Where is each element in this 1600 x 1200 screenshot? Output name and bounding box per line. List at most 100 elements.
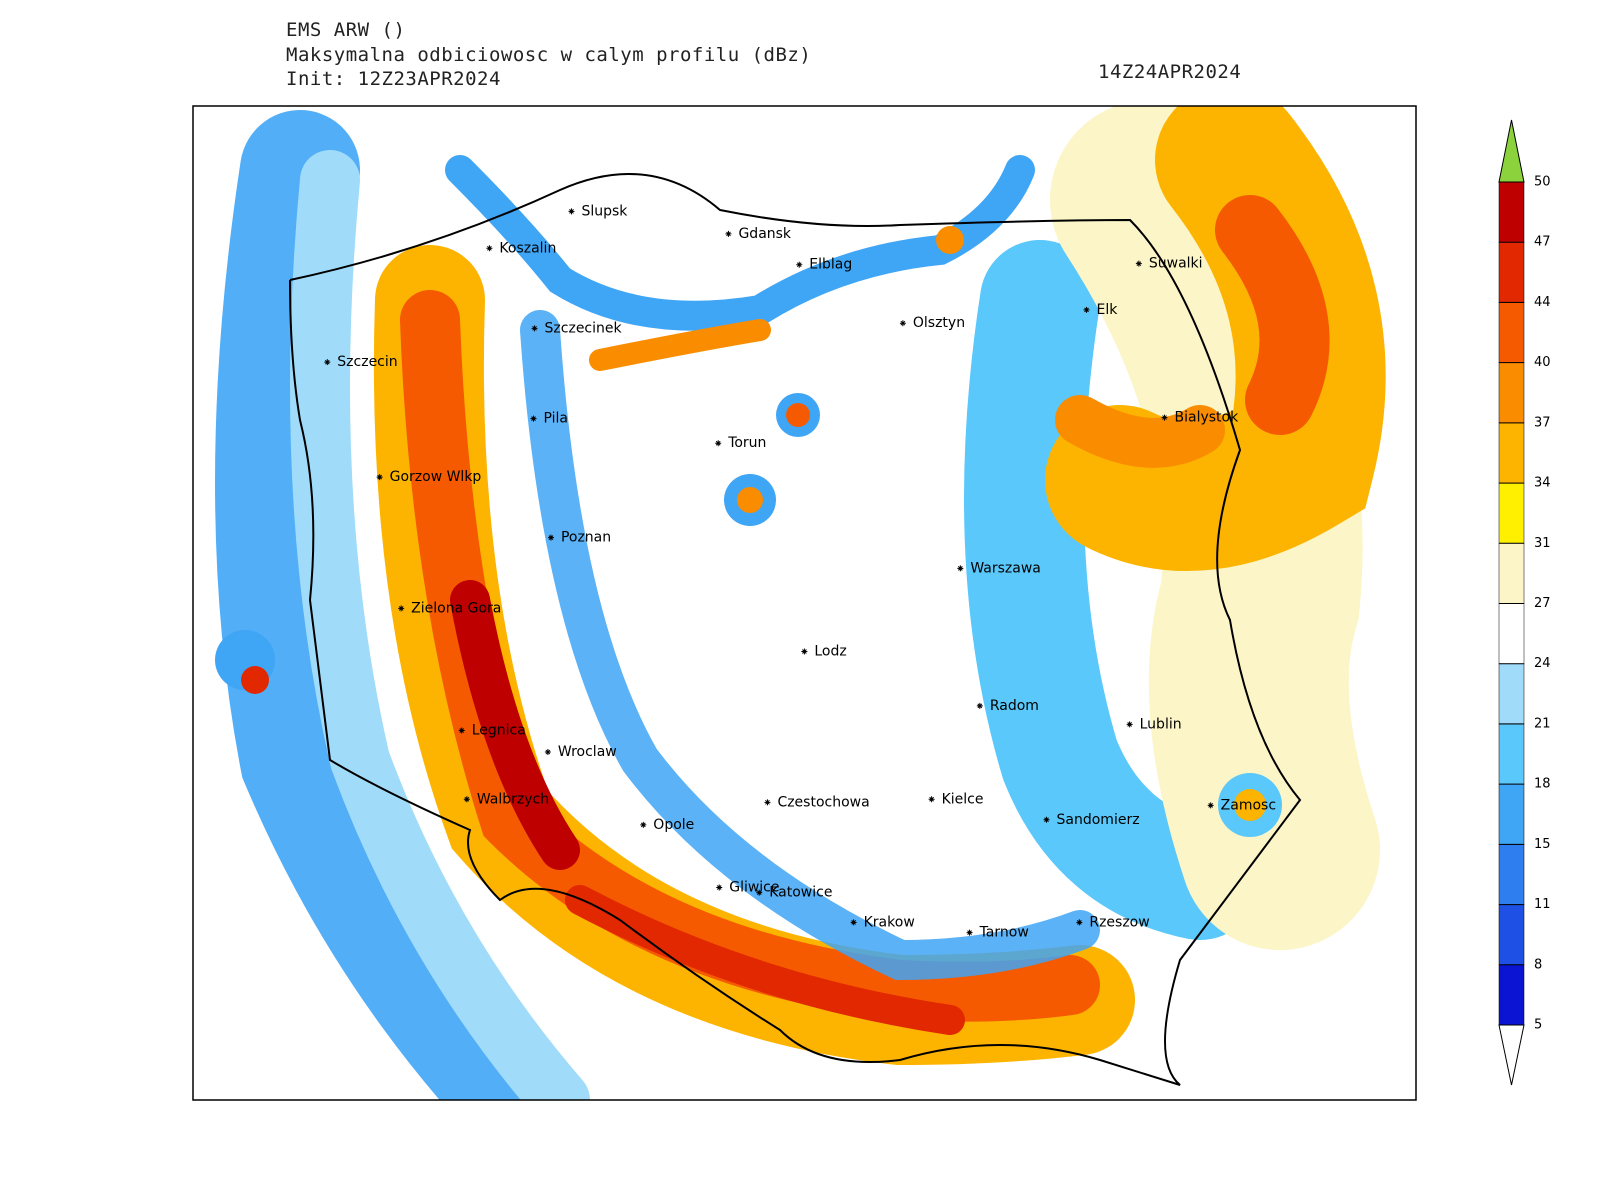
city-name: Radom (990, 698, 1039, 714)
city-name: Gliwice (729, 879, 779, 895)
city-marker (486, 245, 493, 252)
city-name: Bialystok (1175, 410, 1240, 426)
colorbar-label: 27 (1534, 596, 1551, 611)
city-name: Lodz (814, 644, 846, 660)
city: Wroclaw (544, 744, 617, 760)
city: Zielona Gora (398, 600, 501, 616)
city-marker (458, 727, 465, 734)
city-name: Gorzow Wlkp (390, 469, 482, 485)
colorbar-segment (1498, 723, 1525, 785)
city-name: Elk (1097, 302, 1119, 318)
city-name: Koszalin (499, 240, 556, 256)
colorbar-label: 34 (1534, 476, 1551, 491)
city: Krakow (850, 914, 915, 930)
init-time: Init: 12Z23APR2024 (286, 68, 501, 90)
colorbar-label: 40 (1534, 355, 1551, 370)
city-marker (544, 749, 551, 756)
colorbar-label: 8 (1534, 957, 1542, 972)
city: Walbrzych (463, 791, 549, 807)
city: Gliwice (716, 879, 780, 895)
city-name: Tarnow (979, 925, 1029, 941)
city: Pila (530, 411, 569, 427)
city: Elk (1083, 302, 1119, 318)
city-name: Pila (544, 411, 569, 427)
city: Rzeszow (1076, 914, 1150, 930)
colorbar-segment (1498, 904, 1525, 966)
city-marker (1083, 306, 1090, 313)
colorbar-segment (1498, 181, 1525, 243)
country-border (289, 173, 1302, 1086)
city-marker (463, 796, 470, 803)
colorbar-label: 5 (1534, 1018, 1542, 1033)
city-name: Slupsk (581, 203, 628, 219)
colorbar-label: 37 (1534, 415, 1551, 430)
city-name: Warszawa (970, 560, 1041, 576)
city-name: Zamosc (1221, 797, 1276, 813)
colorbar-label: 31 (1534, 536, 1551, 551)
city: Poznan (547, 530, 611, 546)
city-name: Olsztyn (913, 315, 965, 331)
city-labels: Slupsk Koszalin Gdansk Elblag Szczecinek Olsz… (324, 203, 1276, 941)
city-name: Walbrzych (477, 791, 549, 807)
city-marker (1207, 802, 1214, 809)
city-marker (715, 440, 722, 447)
city-name: Suwalki (1149, 256, 1203, 272)
city: Tarnow (966, 925, 1029, 941)
city-name: Szczecinek (545, 320, 623, 336)
colorbar-segment (1498, 482, 1525, 544)
city: Torun (715, 435, 766, 451)
city-marker (568, 208, 575, 215)
city-name: Lublin (1140, 716, 1182, 732)
city-marker (966, 929, 973, 936)
field-title: Maksymalna odbiciowosc w calym profilu (… (286, 44, 811, 66)
city: Warszawa (957, 560, 1041, 576)
city-name: Elblag (809, 257, 852, 273)
city-marker (547, 534, 554, 541)
colorbar-label: 15 (1534, 837, 1551, 852)
reflectivity-field (215, 106, 1386, 1100)
city: Szczecinek (531, 320, 623, 336)
city-name: Czestochowa (777, 794, 869, 810)
city: Bialystok (1161, 410, 1240, 426)
city-marker (1076, 919, 1083, 926)
city: Lodz (801, 644, 847, 660)
city: Olsztyn (899, 315, 965, 331)
city-name: Torun (727, 435, 766, 451)
city-marker (899, 320, 906, 327)
colorbar-label: 21 (1534, 716, 1551, 731)
city: Gdansk (725, 226, 792, 242)
city-marker (764, 799, 771, 806)
city-marker (756, 889, 763, 896)
colorbar-segment (1498, 543, 1525, 604)
city-marker (324, 359, 331, 366)
colorbar-label: 47 (1534, 235, 1551, 250)
colorbar-segment (1498, 302, 1525, 363)
city-marker (531, 325, 538, 332)
colorbar-label: 18 (1534, 777, 1551, 792)
city-name: Gdansk (738, 226, 791, 242)
city-name: Poznan (561, 530, 611, 546)
city-name: Katowice (769, 885, 832, 901)
city-marker (1135, 260, 1142, 267)
city-marker (850, 919, 857, 926)
city-name: Krakow (864, 914, 915, 930)
colorbar-segment (1498, 964, 1525, 1026)
city: Lublin (1126, 716, 1182, 732)
colorbar-segment (1498, 663, 1525, 725)
city-name: Opole (653, 817, 694, 833)
valid-time: 14Z24APR2024 (1098, 61, 1241, 83)
city-marker (398, 605, 405, 612)
city-name: Sandomierz (1057, 812, 1140, 828)
colorbar: 5 8 11 15 18 21 24 27 31 34 37 40 44 47 50 (1498, 119, 1551, 1086)
colorbar-segment (1498, 362, 1525, 424)
colorbar-segment (1498, 241, 1525, 303)
city-marker (928, 796, 935, 803)
city-name: Wroclaw (558, 744, 617, 760)
map-frame (192, 105, 1417, 1101)
colorbar-over (1498, 119, 1525, 183)
city: Opole (640, 817, 694, 833)
city-name: Legnica (472, 723, 526, 739)
city-marker (716, 884, 723, 891)
city-marker (725, 230, 732, 237)
city-name: Zielona Gora (411, 600, 501, 616)
